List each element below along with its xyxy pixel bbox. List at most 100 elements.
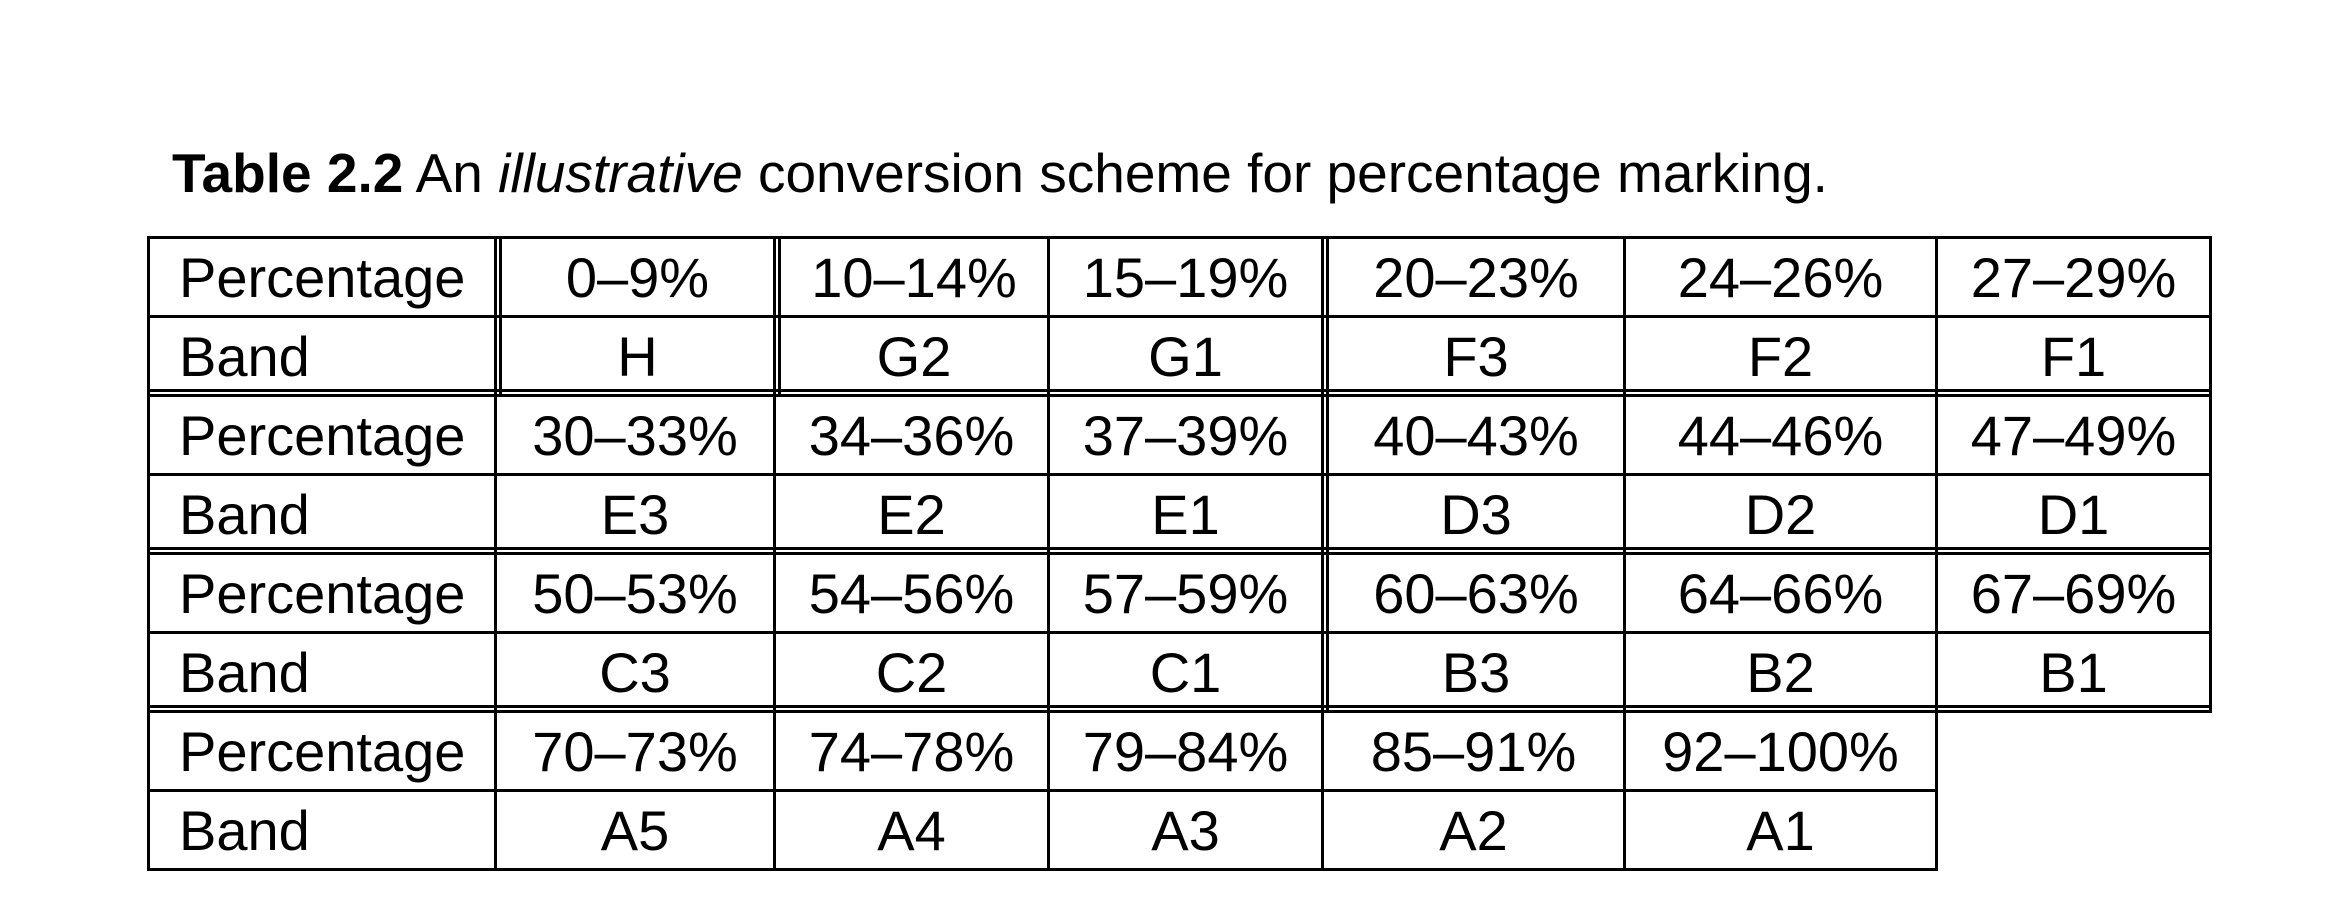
- table-rule: [2209, 236, 2212, 397]
- table-rule: [1326, 236, 1329, 397]
- conversion-table: Percentage 0–9% 10–14% 15–19% 20–23% 24–26% 27…: [147, 236, 2212, 871]
- percentage-cell: 44–46%: [1677, 403, 1884, 467]
- band-cell: C2: [875, 640, 948, 704]
- percentage-cell: 0–9%: [565, 245, 710, 309]
- band-cell: E3: [600, 482, 670, 546]
- percentage-cell: 70–73%: [532, 719, 738, 783]
- band-cell: A3: [1151, 798, 1220, 862]
- band-cell: A2: [1439, 798, 1508, 862]
- percentage-cell: 74–78%: [808, 719, 1015, 783]
- table-rule: [773, 710, 776, 871]
- table-rule: [2209, 552, 2212, 713]
- band-cell: D3: [1440, 482, 1512, 546]
- band-row-label: Band: [179, 640, 310, 704]
- table-rule: [494, 236, 497, 397]
- percentage-cell: 47–49%: [1970, 403, 2177, 467]
- percentage-cell: 57–59%: [1082, 561, 1289, 625]
- table-rule: [494, 710, 497, 871]
- table-rule: [147, 394, 150, 555]
- band-cell: D1: [2037, 482, 2110, 546]
- table-rule: [147, 547, 2212, 550]
- band-cell: F1: [2040, 324, 2107, 388]
- percentage-cell: 34–36%: [808, 403, 1015, 467]
- table-rule: [147, 631, 2212, 634]
- band-row-label: Band: [179, 324, 310, 388]
- percentage-cell: 27–29%: [1970, 245, 2177, 309]
- band-cell: C1: [1149, 640, 1222, 704]
- band-cell: B2: [1746, 640, 1815, 704]
- table-rule: [1935, 552, 1938, 713]
- percentage-row-label: Percentage: [179, 245, 466, 309]
- percentage-cell: 64–66%: [1677, 561, 1884, 625]
- band-row-label: Band: [179, 482, 310, 546]
- table-rule: [1321, 710, 1324, 871]
- table-rule: [1047, 236, 1050, 397]
- percentage-row-label: Percentage: [179, 719, 466, 783]
- percentage-cell: 37–39%: [1082, 403, 1289, 467]
- band-cell: B3: [1441, 640, 1511, 704]
- band-cell: B1: [2039, 640, 2108, 704]
- table-rule: [1935, 236, 1938, 397]
- table-rule: [147, 394, 2212, 397]
- band-cell: A4: [877, 798, 946, 862]
- table-rule: [1935, 710, 1938, 871]
- table-rule: [1623, 236, 1626, 397]
- percentage-cell: 20–23%: [1373, 245, 1579, 309]
- table-rule: [1321, 394, 1324, 555]
- caption-label: Table 2.2: [172, 142, 404, 204]
- percentage-cell: 85–91%: [1370, 719, 1577, 783]
- band-cell: G2: [876, 324, 952, 388]
- band-cell: F2: [1747, 324, 1814, 388]
- table-rule: [494, 394, 497, 555]
- table-rule: [2209, 394, 2212, 555]
- table-rule: [778, 236, 781, 397]
- table-rule: [1047, 394, 1050, 555]
- band-cell: F3: [1443, 324, 1509, 388]
- table-rule: [147, 473, 2212, 476]
- band-cell: H: [617, 324, 658, 388]
- percentage-cell: 40–43%: [1373, 403, 1579, 467]
- table-rule: [1321, 236, 1324, 397]
- table-rule: [1326, 552, 1329, 713]
- caption-emphasis: illustrative: [498, 142, 743, 204]
- percentage-row-label: Percentage: [179, 561, 466, 625]
- table-rule: [147, 710, 1938, 713]
- table-rule: [773, 236, 776, 397]
- table-rule: [1321, 552, 1324, 713]
- percentage-cell: 92–100%: [1662, 719, 1899, 783]
- percentage-cell: 54–56%: [808, 561, 1015, 625]
- table-caption: Table 2.2 An illustrative conversion sch…: [0, 140, 2000, 206]
- table-rule: [147, 236, 150, 397]
- caption-text-after: conversion scheme for percentage marking…: [757, 142, 1828, 204]
- table-rule: [147, 552, 2212, 555]
- table-rule: [1935, 394, 1938, 555]
- table-rule: [1623, 394, 1626, 555]
- table-rule: [494, 552, 497, 713]
- band-cell: G1: [1148, 324, 1223, 388]
- percentage-cell: 10–14%: [811, 245, 1017, 309]
- percentage-cell: 67–69%: [1970, 561, 2177, 625]
- table-rule: [147, 236, 2212, 239]
- band-cell: D2: [1744, 482, 1817, 546]
- percentage-cell: 50–53%: [532, 561, 738, 625]
- table-rule: [773, 394, 776, 555]
- band-cell: A1: [1746, 798, 1815, 862]
- table-rule: [773, 552, 776, 713]
- table-rule: [1623, 552, 1626, 713]
- table-rule: [147, 552, 150, 713]
- table-rule: [147, 389, 2212, 392]
- band-cell: C3: [599, 640, 671, 704]
- table-rule: [147, 710, 150, 871]
- band-row-label: Band: [179, 798, 310, 862]
- table-rule: [1326, 394, 1329, 555]
- table-rule: [1623, 710, 1626, 871]
- band-cell: E1: [1151, 482, 1220, 546]
- percentage-cell: 60–63%: [1373, 561, 1579, 625]
- table-rule: [1047, 552, 1050, 713]
- percentage-cell: 24–26%: [1677, 245, 1884, 309]
- table-rule: [147, 789, 1938, 792]
- table-rule: [147, 315, 2212, 318]
- band-cell: A5: [600, 798, 670, 862]
- percentage-cell: 79–84%: [1082, 719, 1289, 783]
- caption-text-before: An: [415, 142, 483, 204]
